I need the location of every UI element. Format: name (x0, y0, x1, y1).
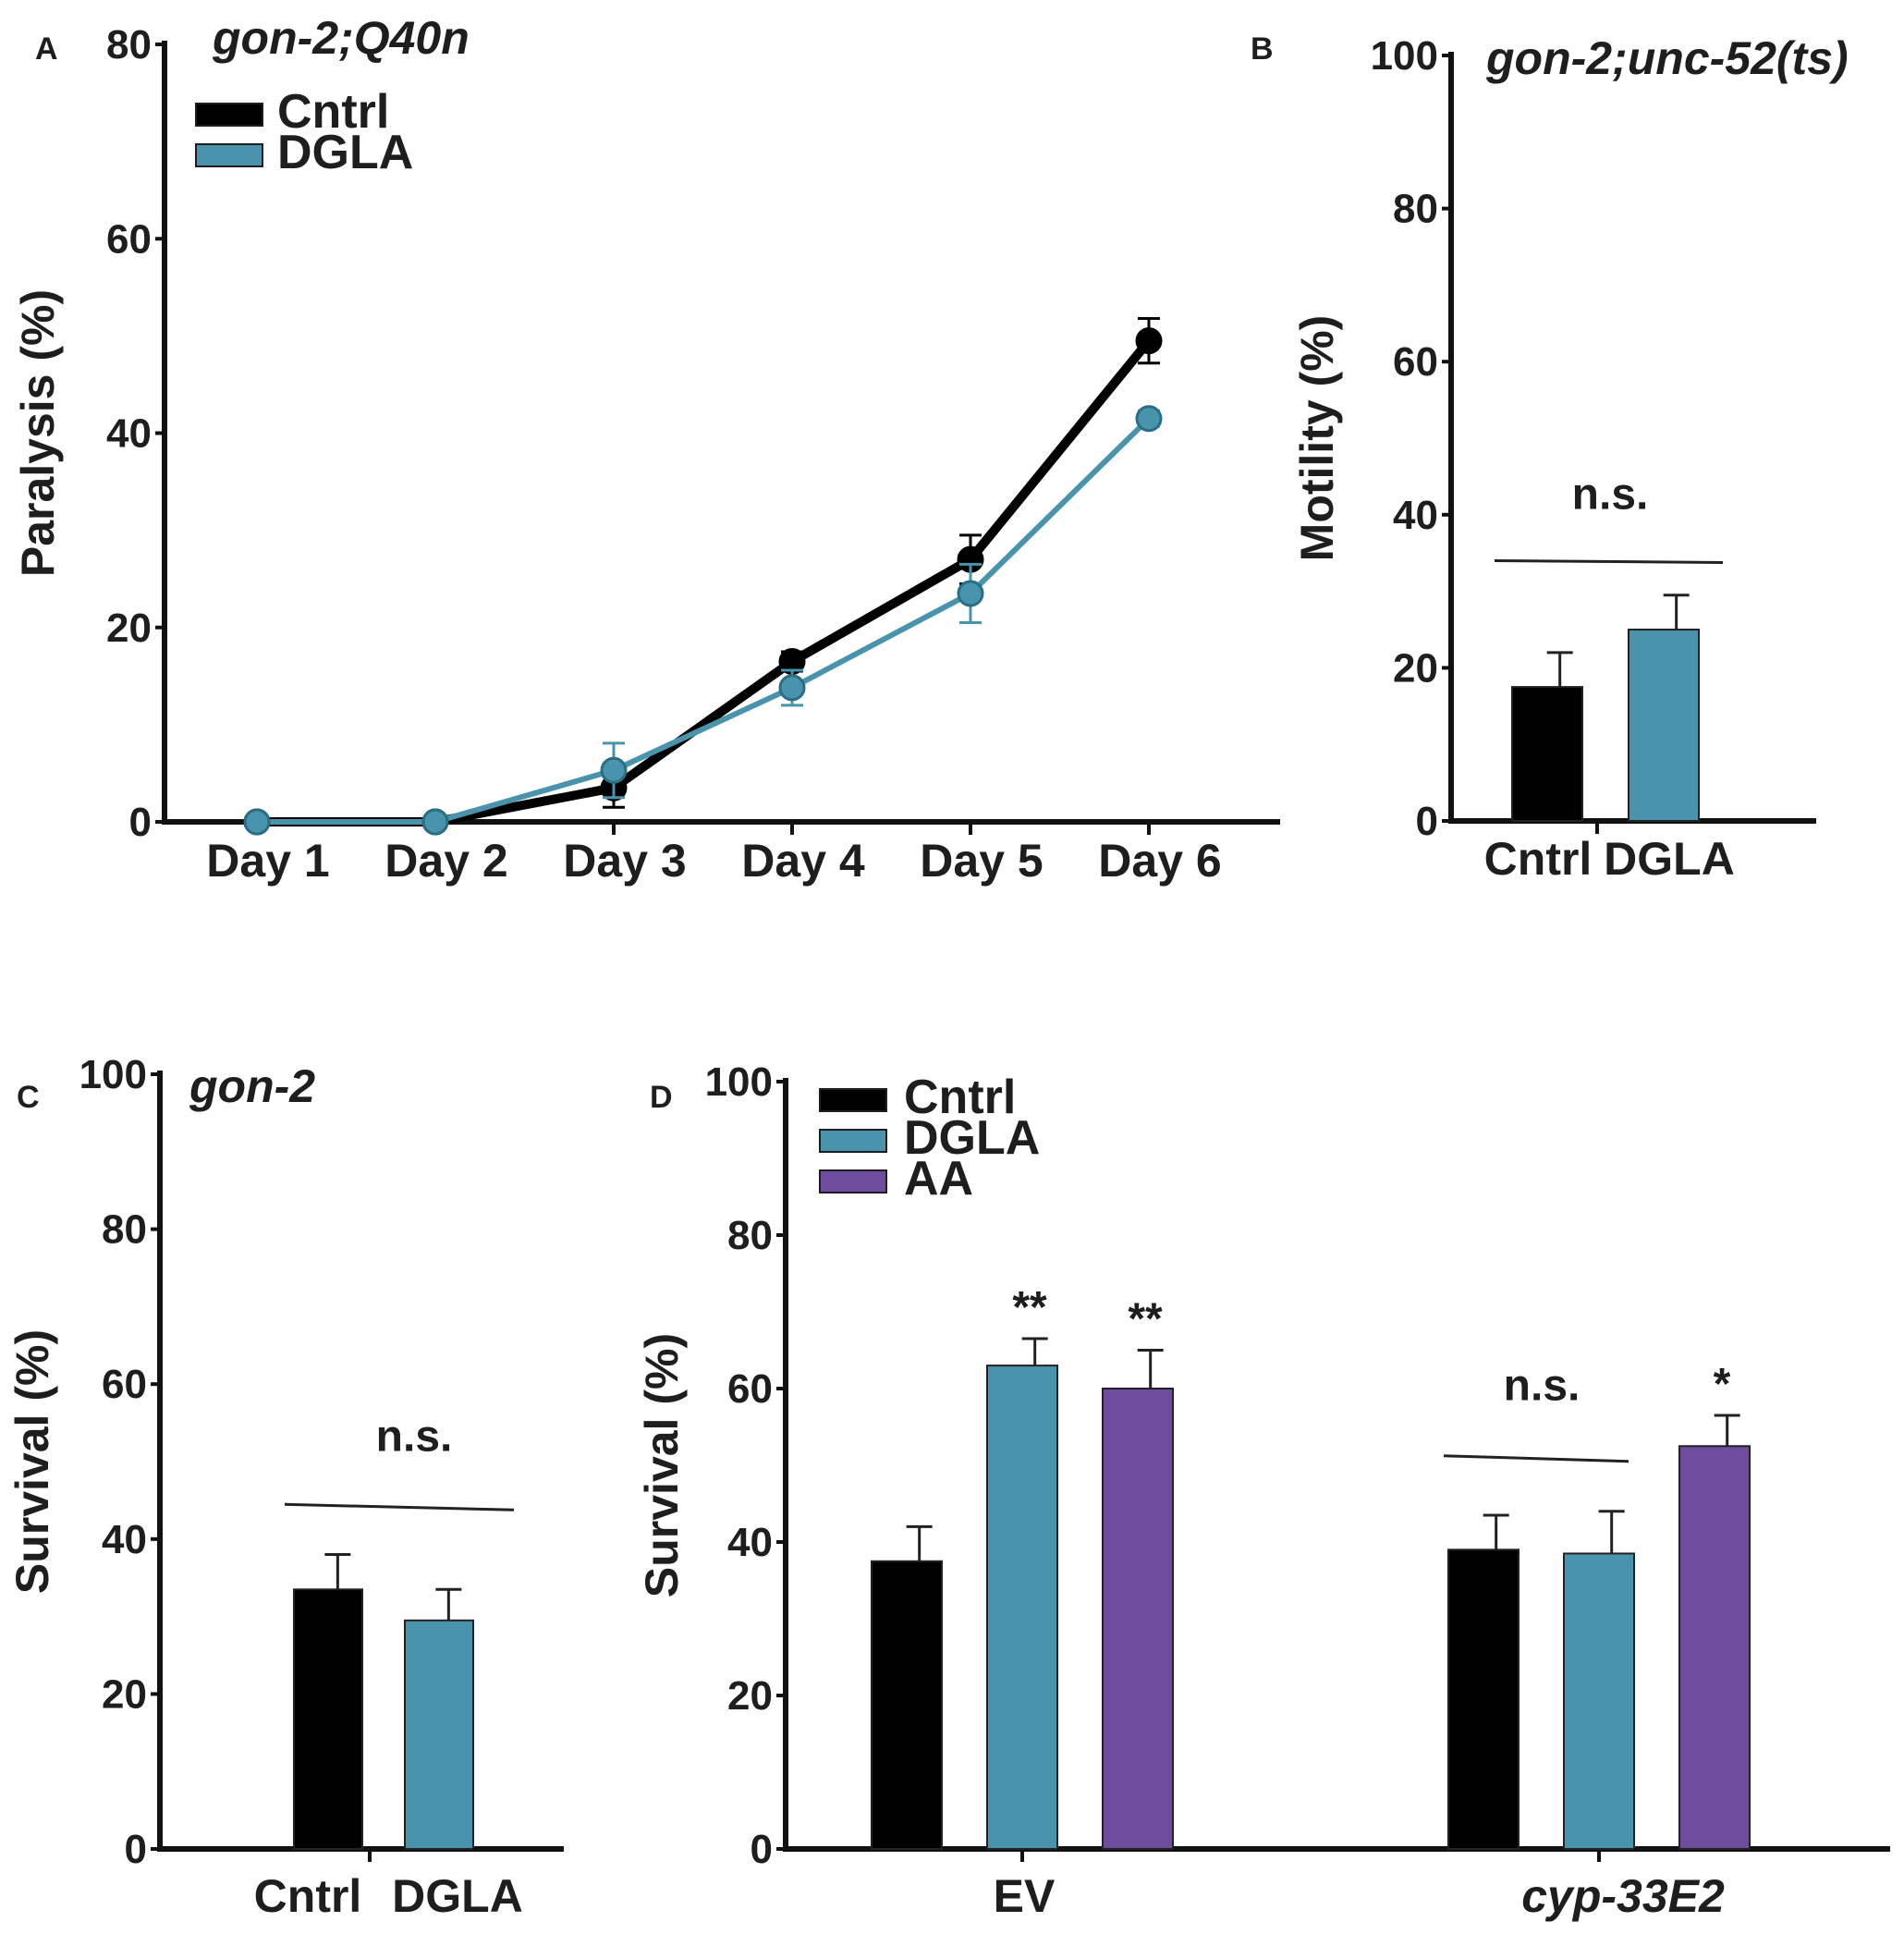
y-tick-label: 40 (106, 411, 152, 457)
y-axis-label: Survival (%) (6, 1329, 58, 1594)
panel-label: B (1251, 31, 1274, 67)
chart-title: gon-2;Q40n (212, 12, 470, 64)
y-tick-label: 80 (106, 22, 152, 67)
series-line-dgla (257, 416, 1152, 825)
y-axis-label: Motility (%) (1291, 315, 1343, 562)
y-tick-label: 60 (727, 1366, 773, 1412)
y-tick-label: 40 (102, 1517, 147, 1562)
data-point-dgla (1135, 405, 1163, 433)
y-tick-label: 60 (106, 216, 152, 262)
bar-cntrl (1447, 1548, 1520, 1851)
legend-swatch-cntrl (819, 1088, 887, 1112)
data-point-dgla (957, 580, 984, 607)
x-tick-label: Day 1 (206, 835, 329, 887)
y-tick-label: 80 (102, 1207, 147, 1253)
significance-bracket (1494, 558, 1724, 564)
y-tick-label: 20 (106, 606, 152, 651)
x-tick-label: Day 3 (563, 835, 686, 887)
significance-label: n.s. (1504, 1362, 1581, 1411)
significance-label: n.s. (1572, 470, 1649, 519)
x-tick-label: EV (994, 1870, 1056, 1922)
legend-label: DGLA (904, 1111, 1040, 1165)
significance-bracket (284, 1502, 515, 1512)
y-tick-label: 100 (79, 1052, 147, 1097)
bar-cntrl (871, 1560, 943, 1850)
legend-label: Cntrl (904, 1071, 1016, 1124)
y-axis-label: Survival (%) (636, 1333, 688, 1597)
x-tick-label: Day 5 (920, 835, 1043, 887)
y-tick-label: 0 (125, 1827, 147, 1872)
y-tick-label: 80 (1393, 187, 1438, 232)
panel-label: C (17, 1080, 40, 1115)
y-tick-label: 100 (705, 1059, 773, 1105)
bar-aa (1102, 1388, 1174, 1850)
x-tick-label: Day 4 (741, 835, 865, 887)
y-tick-label: 20 (1393, 645, 1438, 691)
x-tick-label: Day 2 (384, 835, 507, 887)
y-tick-label: 40 (1393, 493, 1438, 538)
x-tick-label: cyp-33E2 (1521, 1870, 1725, 1922)
y-tick-label: 20 (727, 1673, 773, 1719)
x-tick-label: Cntrl (1484, 833, 1593, 885)
bar-cntrl (293, 1588, 363, 1851)
y-tick-label: 0 (751, 1827, 773, 1872)
legend-swatch-cntrl (195, 103, 263, 127)
bar-aa (1678, 1445, 1751, 1850)
y-axis-label: Paralysis (%) (12, 289, 64, 577)
data-point-dgla (421, 808, 449, 836)
y-tick-label: 80 (727, 1213, 773, 1258)
bar-dgla (404, 1619, 474, 1851)
y-tick-label: 0 (129, 800, 152, 845)
y-tick-label: 100 (1371, 33, 1438, 79)
significance-star: ** (1128, 1295, 1163, 1344)
x-tick-label: Cntrl (254, 1870, 362, 1922)
series-line-cntrl (257, 337, 1153, 826)
data-point-dgla (778, 674, 806, 702)
legend-label: DGLA (277, 126, 413, 179)
bar-cntrl (1511, 686, 1583, 822)
chart-title: gon-2;unc-52(ts) (1485, 32, 1849, 84)
bar-dgla (1628, 629, 1700, 822)
data-point-cntrl (1135, 327, 1163, 355)
legend-swatch-dgla (195, 143, 263, 167)
data-point-dgla (600, 756, 628, 784)
y-tick-label: 0 (1416, 799, 1438, 844)
y-tick-label: 20 (102, 1671, 147, 1717)
significance-star: * (1714, 1360, 1731, 1409)
significance-label: n.s. (376, 1412, 453, 1461)
x-tick-label: Day 6 (1098, 835, 1221, 887)
chart-title: gon-2 (189, 1060, 315, 1112)
panel-label: A (35, 31, 58, 67)
legend-label: Cntrl (277, 85, 389, 139)
y-tick-label: 60 (1393, 339, 1438, 385)
legend-swatch-dgla (819, 1129, 887, 1153)
x-tick-label: DGLA (1604, 833, 1735, 885)
panel-label: D (650, 1080, 673, 1115)
y-tick-label: 40 (727, 1520, 773, 1565)
legend-label: AA (904, 1152, 973, 1206)
x-tick-label: DGLA (392, 1870, 523, 1922)
significance-bracket (1443, 1454, 1629, 1463)
bar-dgla (1563, 1552, 1635, 1850)
data-point-dgla (243, 808, 271, 836)
significance-star: ** (1012, 1283, 1047, 1332)
y-tick-label: 60 (102, 1362, 147, 1407)
bar-dgla (986, 1365, 1058, 1850)
legend-swatch-aa (819, 1169, 887, 1193)
